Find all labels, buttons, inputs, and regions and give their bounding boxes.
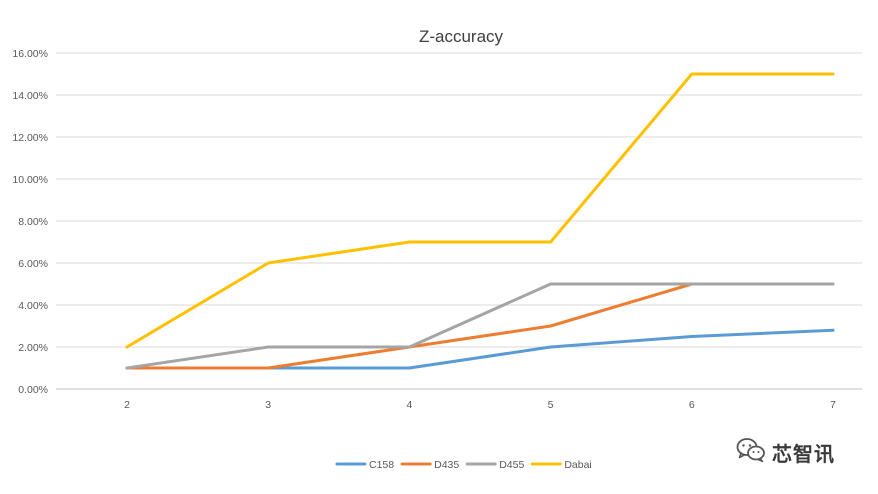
x-tick-label: 2 xyxy=(124,399,130,411)
x-axis-ticks: 2 3 4 5 6 7 xyxy=(124,399,836,411)
y-tick-label: 2.00% xyxy=(18,342,48,354)
data-point-c158 xyxy=(408,366,411,370)
grid-lines xyxy=(56,52,862,390)
data-point-c158 xyxy=(549,345,552,349)
data-point-c158 xyxy=(831,328,835,332)
data-point-d435 xyxy=(266,366,270,370)
watermark: 芯智讯 xyxy=(736,436,835,468)
chart-title: Z-accuracy xyxy=(419,27,504,46)
data-point-dabai xyxy=(408,240,411,244)
data-point-d455 xyxy=(266,345,270,349)
data-point-d455 xyxy=(408,345,411,349)
legend-label-d435: D435 xyxy=(434,459,459,471)
data-point-dabai xyxy=(266,261,270,265)
y-axis-ticks: 0.00% 2.00% 4.00% 6.00% 8.00% 10.00% 12.00% 14.… xyxy=(12,48,48,396)
series-line-dabai xyxy=(125,72,835,349)
y-tick-label: 16.00% xyxy=(12,48,48,60)
data-point-dabai xyxy=(549,240,552,244)
chart-legend: C158 D435 D455 Dabai xyxy=(335,459,592,471)
x-tick-label: 4 xyxy=(406,399,412,411)
data-point-d435 xyxy=(549,324,552,328)
y-tick-label: 6.00% xyxy=(18,258,48,270)
y-tick-label: 8.00% xyxy=(18,216,48,228)
legend-label-d455: D455 xyxy=(499,459,524,471)
data-point-c158 xyxy=(690,335,694,338)
x-tick-label: 5 xyxy=(548,399,554,411)
x-tick-label: 3 xyxy=(265,399,271,411)
data-point-dabai xyxy=(831,72,835,76)
y-tick-label: 14.00% xyxy=(12,90,48,102)
x-tick-label: 6 xyxy=(689,399,695,411)
wechat-icon xyxy=(736,437,766,468)
data-point-d455 xyxy=(125,366,129,370)
data-point-dabai xyxy=(690,72,694,76)
x-tick-label: 7 xyxy=(830,399,836,411)
y-tick-label: 4.00% xyxy=(18,300,48,312)
data-point-dabai xyxy=(125,345,129,349)
y-tick-label: 12.00% xyxy=(12,132,48,144)
data-point-d455 xyxy=(549,282,552,286)
legend-label-c158: C158 xyxy=(369,459,394,471)
series-line-d435 xyxy=(125,282,835,370)
legend-label-dabai: Dabai xyxy=(564,459,591,471)
series-lines xyxy=(125,72,835,370)
series-line-d455 xyxy=(125,282,835,370)
y-tick-label: 0.00% xyxy=(18,384,48,396)
data-point-d455 xyxy=(831,282,835,286)
data-point-d455 xyxy=(690,282,694,286)
watermark-text: 芯智讯 xyxy=(772,441,835,466)
y-tick-label: 10.00% xyxy=(12,174,48,186)
